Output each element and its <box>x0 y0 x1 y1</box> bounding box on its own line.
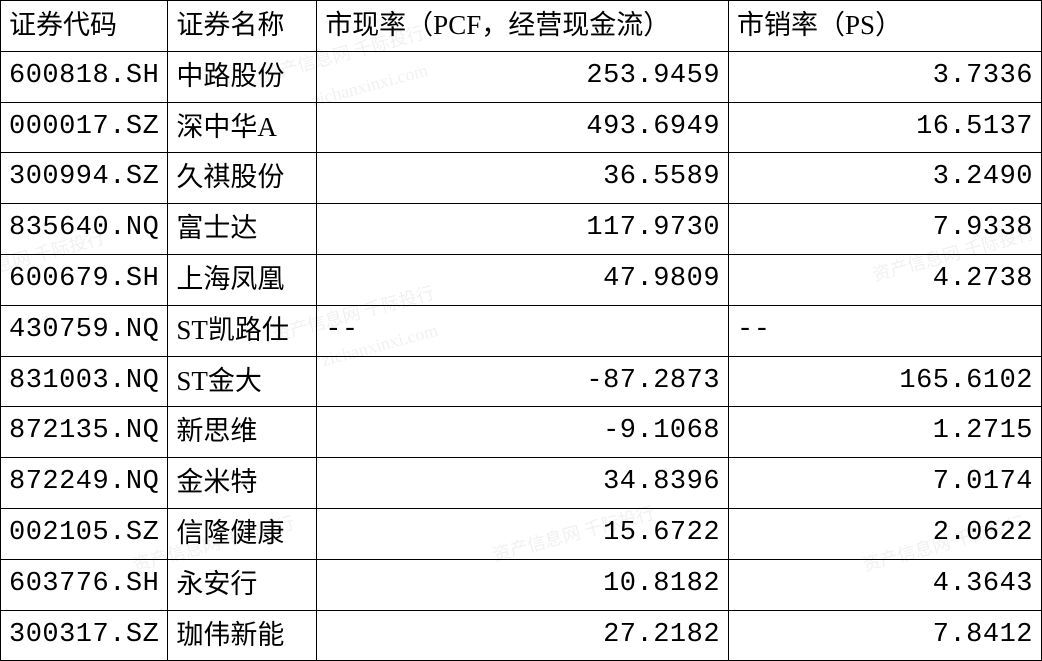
cell-ps: 2.0622 <box>729 508 1042 559</box>
cell-pcf: -- <box>317 305 729 356</box>
table-row: 600818.SH中路股份253.94593.7336 <box>1 51 1042 102</box>
cell-name: 新思维 <box>168 407 317 458</box>
cell-pcf: 27.2182 <box>317 610 729 661</box>
cell-ps: 7.9338 <box>729 204 1042 255</box>
cell-code: 835640.NQ <box>1 204 168 255</box>
cell-name: ST金大 <box>168 356 317 407</box>
table-row: 002105.SZ信隆健康15.67222.0622 <box>1 508 1042 559</box>
cell-ps: 16.5137 <box>729 102 1042 153</box>
cell-pcf: 47.9809 <box>317 254 729 305</box>
table-row: 603776.SH永安行10.81824.3643 <box>1 559 1042 610</box>
cell-pcf: -87.2873 <box>317 356 729 407</box>
cell-code: 600679.SH <box>1 254 168 305</box>
cell-code: 603776.SH <box>1 559 168 610</box>
cell-pcf: 493.6949 <box>317 102 729 153</box>
cell-name: 永安行 <box>168 559 317 610</box>
table-row: 300317.SZ珈伟新能27.21827.8412 <box>1 610 1042 661</box>
cell-code: 002105.SZ <box>1 508 168 559</box>
header-pcf: 市现率（PCF，经营现金流） <box>317 1 729 52</box>
table-header-row: 证券代码 证券名称 市现率（PCF，经营现金流） 市销率（PS） <box>1 1 1042 52</box>
cell-code: 000017.SZ <box>1 102 168 153</box>
cell-code: 430759.NQ <box>1 305 168 356</box>
table-row: 000017.SZ深中华A493.694916.5137 <box>1 102 1042 153</box>
cell-code: 872135.NQ <box>1 407 168 458</box>
cell-code: 300994.SZ <box>1 153 168 204</box>
header-ps: 市销率（PS） <box>729 1 1042 52</box>
cell-name: 中路股份 <box>168 51 317 102</box>
cell-pcf: 34.8396 <box>317 458 729 509</box>
header-code: 证券代码 <box>1 1 168 52</box>
cell-ps: 1.2715 <box>729 407 1042 458</box>
cell-name: 金米特 <box>168 458 317 509</box>
cell-name: 富士达 <box>168 204 317 255</box>
cell-pcf: -9.1068 <box>317 407 729 458</box>
cell-pcf: 253.9459 <box>317 51 729 102</box>
cell-name: 深中华A <box>168 102 317 153</box>
cell-code: 831003.NQ <box>1 356 168 407</box>
cell-ps: 7.0174 <box>729 458 1042 509</box>
cell-pcf: 15.6722 <box>317 508 729 559</box>
cell-code: 872249.NQ <box>1 458 168 509</box>
cell-ps: 3.2490 <box>729 153 1042 204</box>
cell-code: 300317.SZ <box>1 610 168 661</box>
cell-ps: 4.2738 <box>729 254 1042 305</box>
securities-table: 证券代码 证券名称 市现率（PCF，经营现金流） 市销率（PS） 600818.… <box>0 0 1042 661</box>
cell-name: 珈伟新能 <box>168 610 317 661</box>
cell-pcf: 117.9730 <box>317 204 729 255</box>
cell-pcf: 36.5589 <box>317 153 729 204</box>
cell-ps: 4.3643 <box>729 559 1042 610</box>
cell-ps: 7.8412 <box>729 610 1042 661</box>
table-row: 831003.NQST金大-87.2873165.6102 <box>1 356 1042 407</box>
table-row: 835640.NQ富士达117.97307.9338 <box>1 204 1042 255</box>
cell-name: 上海凤凰 <box>168 254 317 305</box>
header-name: 证券名称 <box>168 1 317 52</box>
table-row: 872135.NQ新思维-9.10681.2715 <box>1 407 1042 458</box>
cell-name: ST凯路仕 <box>168 305 317 356</box>
table-row: 600679.SH上海凤凰47.98094.2738 <box>1 254 1042 305</box>
table-row: 430759.NQST凯路仕---- <box>1 305 1042 356</box>
cell-name: 信隆健康 <box>168 508 317 559</box>
cell-ps: 165.6102 <box>729 356 1042 407</box>
table-row: 872249.NQ金米特34.83967.0174 <box>1 458 1042 509</box>
cell-ps: 3.7336 <box>729 51 1042 102</box>
cell-name: 久祺股份 <box>168 153 317 204</box>
cell-ps: -- <box>729 305 1042 356</box>
cell-code: 600818.SH <box>1 51 168 102</box>
cell-pcf: 10.8182 <box>317 559 729 610</box>
table-row: 300994.SZ久祺股份36.55893.2490 <box>1 153 1042 204</box>
